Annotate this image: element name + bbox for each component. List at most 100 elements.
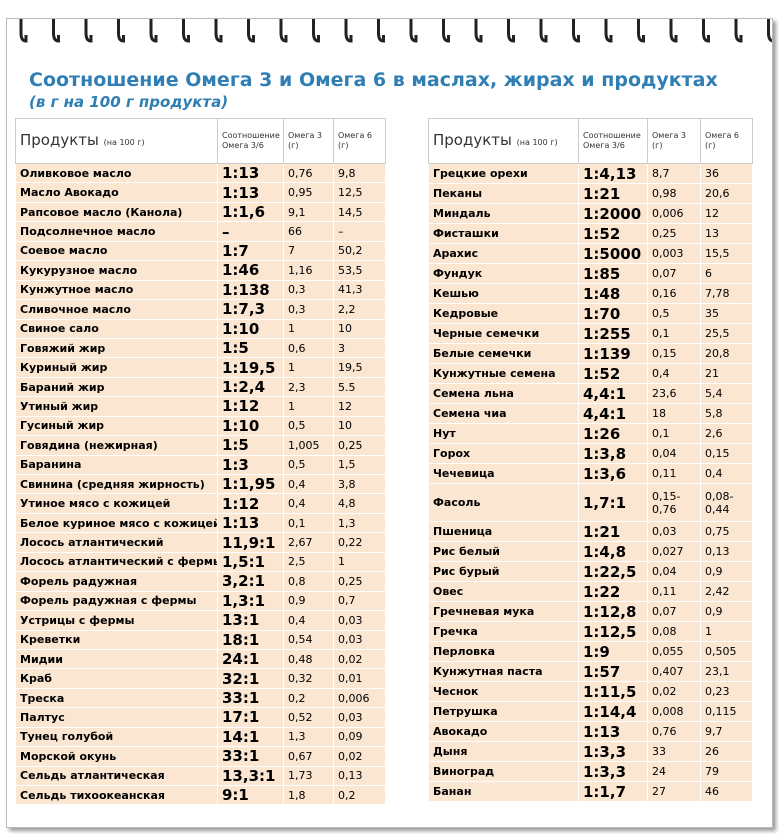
value-cell: 0,13 <box>333 765 386 787</box>
value-cell: 0,4 <box>700 463 753 484</box>
value-cell: 20,8 <box>700 343 753 364</box>
product-name: Арахис <box>428 243 579 264</box>
value-cell: 14,5 <box>333 201 386 223</box>
value-cell: 0,115 <box>700 701 753 722</box>
table-row: Черные семечки 1:255 0,1 25,5 <box>428 323 753 344</box>
value-cell: 1:1,7 <box>578 781 648 802</box>
value-cell: 1:52 <box>578 363 648 384</box>
product-name: Подсолнечное масло <box>15 221 218 242</box>
table-row: Подсолнечное масло –66– <box>15 221 386 242</box>
table-row: Банан 1:1,7 27 46 <box>428 781 753 802</box>
value-cell: 1:3,3 <box>578 741 648 762</box>
value-cell: 1:12,8 <box>578 601 648 622</box>
value-cell: 1:12 <box>217 493 284 514</box>
data-table: Продукты (на 100 г) Соотношение Омега 3/6… <box>428 118 753 802</box>
product-name: Бараний жир <box>15 376 218 398</box>
value-cell: 14:1 <box>217 726 284 748</box>
value-cell: 25,5 <box>700 323 753 344</box>
value-cell: 33 <box>647 741 701 762</box>
table-row: Морской окунь 33:1 0,67 0,02 <box>15 746 386 767</box>
value-cell: 0,25 <box>647 223 701 244</box>
value-cell: 2,67 <box>283 532 334 553</box>
table-row: Чечевица 1:3,6 0,11 0,4 <box>428 463 753 484</box>
value-cell: 2,42 <box>700 581 753 602</box>
value-cell: 0,4 <box>283 473 334 495</box>
table-row: Гречка 1:12,5 0,08 1 <box>428 621 753 642</box>
value-cell: 0,006 <box>333 687 386 709</box>
value-cell: 1:1,6 <box>217 201 284 223</box>
value-cell: 0,01 <box>333 668 386 689</box>
value-cell: 2,5 <box>283 551 334 573</box>
table-row: Перловка 1:9 0,055 0,505 <box>428 641 753 662</box>
value-cell: 26 <box>700 741 753 762</box>
value-cell: 36 <box>700 163 753 184</box>
product-name: Рапсовое масло (Канола) <box>15 201 218 223</box>
value-cell: 0,04 <box>647 443 701 464</box>
value-cell: 0,1 <box>647 423 701 444</box>
product-name: Соевое масло <box>15 240 218 262</box>
table-row: Соевое масло 1:7 7 50,2 <box>15 240 386 262</box>
value-cell: 1,3 <box>283 726 334 748</box>
value-cell: 1:19,5 <box>217 357 284 378</box>
product-name: Свинина (средняя жирность) <box>15 473 218 495</box>
value-cell: 50,2 <box>333 240 386 262</box>
value-cell: 3 <box>333 337 386 359</box>
value-cell: 1:85 <box>578 263 648 284</box>
header-cell: Омега 3 (г) <box>283 118 334 164</box>
value-cell: 21 <box>700 363 753 384</box>
header-cell: Продукты (на 100 г) <box>15 118 218 164</box>
spiral-ring <box>572 19 580 43</box>
product-name: Мидии <box>15 648 218 670</box>
value-cell: 0,505 <box>700 641 753 662</box>
table-row: Устрицы с фермы 13:1 0,4 0,03 <box>15 610 386 631</box>
table-row: Говядина (нежирная) 1:5 1,005 0,25 <box>15 435 386 456</box>
spiral-ring <box>637 19 645 43</box>
spiral-ring <box>442 19 450 43</box>
table-row: Семена чиа 4,4:1 18 5,8 <box>428 403 753 424</box>
value-cell: 0,52 <box>283 707 334 728</box>
value-cell: 0,95 <box>283 182 334 203</box>
header-per: (на 100 г) <box>516 137 558 147</box>
value-cell: 0,67 <box>283 746 334 767</box>
spiral-ring <box>734 19 743 43</box>
table-row: Сельдь тихоокеанская 9:1 1,8 0,2 <box>15 784 386 806</box>
value-cell: 1:10 <box>217 318 284 339</box>
value-cell: 12 <box>700 203 753 224</box>
value-cell: 1:70 <box>578 303 648 324</box>
spiral-ring <box>507 19 515 43</box>
header-cell: Омега 3 (г) <box>647 118 701 164</box>
value-cell: 1,3 <box>333 512 386 534</box>
value-cell: 1:5000 <box>578 243 648 264</box>
value-cell: 1:3,6 <box>578 463 648 484</box>
spiral-ring <box>149 19 158 43</box>
value-cell: 0,3 <box>283 299 334 320</box>
product-name: Чечевица <box>428 463 579 484</box>
value-cell: 0,1 <box>647 323 701 344</box>
value-cell: 9,7 <box>700 721 753 742</box>
value-cell: 0,11 <box>647 581 701 602</box>
value-cell: 13,3:1 <box>217 765 284 787</box>
value-cell: 13:1 <box>217 610 284 631</box>
product-name: Говяжий жир <box>15 337 218 359</box>
product-name: Палтус <box>15 707 218 728</box>
table-row: Говяжий жир 1:5 0,6 3 <box>15 337 386 359</box>
value-cell: 1:57 <box>578 661 648 682</box>
header-cell: Продукты (на 100 г) <box>428 118 579 164</box>
header-cell: Омега 6 (г) <box>333 118 386 164</box>
value-cell: 66 <box>283 221 334 242</box>
value-cell: 1:13 <box>578 721 648 742</box>
value-cell: 0,027 <box>647 541 701 562</box>
value-cell: 0,9 <box>700 561 753 582</box>
value-cell: 1:1,95 <box>217 473 284 495</box>
product-name: Белые семечки <box>428 343 579 364</box>
product-name: Кунжутные семена <box>428 363 579 384</box>
value-cell: 0,32 <box>283 668 334 689</box>
table-row: Тунец голубой 14:1 1,3 0,09 <box>15 726 386 748</box>
value-cell: 4,4:1 <box>578 383 648 404</box>
spiral-ring <box>377 19 385 43</box>
product-name: Рис белый <box>428 541 579 562</box>
value-cell: 0,76 <box>283 162 334 184</box>
table-row: Куриный жир 1:19,5 1 19,5 <box>15 357 386 378</box>
value-cell: 23,6 <box>647 383 701 404</box>
table-row: Треска 33:1 0,2 0,006 <box>15 687 386 709</box>
